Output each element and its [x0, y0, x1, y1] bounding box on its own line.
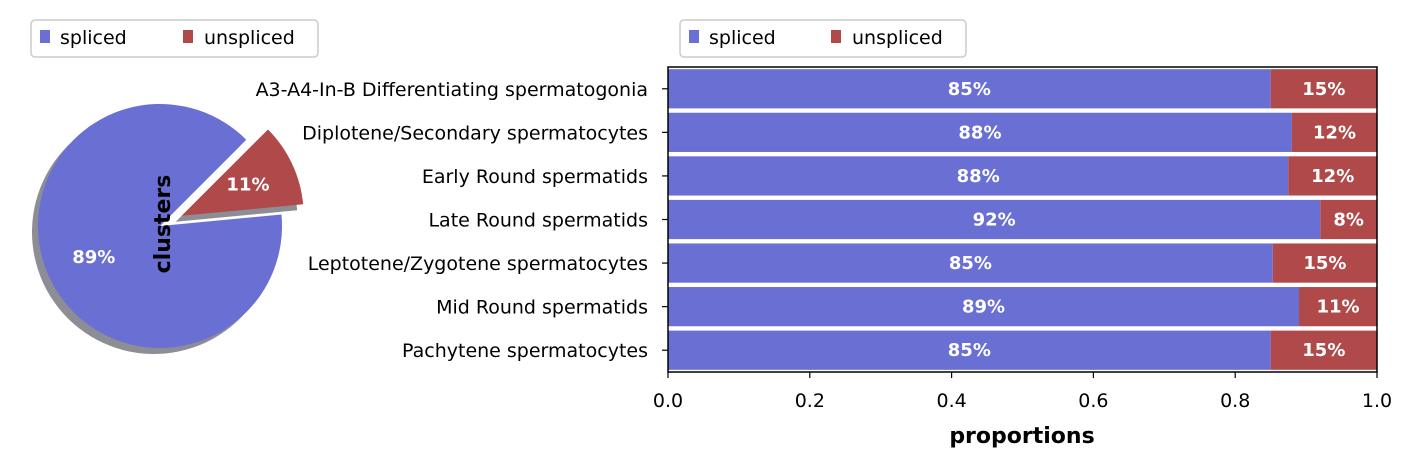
bar-label-unspliced: 15% [1303, 253, 1346, 274]
bar-label-spliced: 85% [948, 340, 991, 361]
pie-legend: spliced unspliced [30, 19, 319, 58]
y-tick-label: A3-A4-In-B Differentiating spermatogonia [256, 79, 648, 101]
bar-label-spliced: 85% [949, 253, 992, 274]
bar-spliced [668, 287, 1300, 327]
x-tick-label: 0.2 [795, 390, 825, 412]
bar-label-unspliced: 15% [1302, 340, 1345, 361]
bar-spliced [668, 69, 1271, 109]
bar-label-spliced: 85% [948, 79, 991, 100]
x-tick-label: 1.0 [1362, 390, 1392, 412]
bar-unspliced [1272, 243, 1377, 283]
bar-label-spliced: 92% [973, 210, 1016, 231]
pie-legend-label-unspliced: unspliced [204, 27, 295, 49]
bar-legend-swatch-spliced [689, 30, 699, 43]
pie-slice-spliced [37, 103, 283, 348]
pie-slice-unspliced [181, 129, 304, 216]
pie-legend-swatch-spliced [40, 30, 50, 43]
bar-label-unspliced: 11% [1316, 297, 1359, 318]
x-tick-label: 0.4 [936, 390, 966, 412]
bar-legend-frame [679, 19, 967, 58]
y-tick-label: Leptotene/Zygotene spermatocytes [308, 253, 648, 275]
bar-unspliced [1270, 330, 1377, 370]
bar-xlabel: proportions [949, 424, 1094, 449]
bar-spliced [668, 112, 1292, 152]
x-tick-label: 0.0 [653, 390, 683, 412]
bar-label-unspliced: 15% [1302, 79, 1345, 100]
bar-legend-label-unspliced: unspliced [852, 27, 943, 49]
y-tick-label: Late Round spermatids [428, 210, 648, 232]
bar-label-spliced: 89% [962, 297, 1005, 318]
pie-legend-label-spliced: spliced [60, 27, 127, 49]
bar-unspliced [1270, 69, 1377, 109]
bar-spliced [668, 330, 1271, 370]
y-tick-label: Diplotene/Secondary spermatocytes [302, 122, 648, 144]
bar-legend: spliced unspliced [679, 19, 967, 58]
y-tick-label: Pachytene spermatocytes [402, 340, 648, 362]
bar-unspliced [1291, 112, 1377, 152]
pie-label-spliced: 89% [72, 247, 115, 268]
bar-unspliced [1299, 287, 1377, 327]
bar-label-spliced: 88% [957, 166, 1000, 187]
pie-legend-frame [30, 19, 319, 58]
bar-unspliced [1288, 156, 1377, 196]
bar-label-unspliced: 12% [1311, 166, 1354, 187]
bar-y-ticks: A3-A4-In-B Differentiating spermatogonia… [256, 79, 668, 362]
bar-x-ticks: 0.0 0.2 0.4 0.6 0.8 1.0 [653, 372, 1392, 412]
bar-legend-label-spliced: spliced [709, 27, 776, 49]
bar-spliced [668, 243, 1273, 283]
pie-chart: 89% 11% clusters [31, 103, 304, 354]
bar-legend-swatch-unspliced [831, 30, 841, 43]
bar-label-spliced: 88% [958, 122, 1001, 143]
bar-spliced [668, 156, 1289, 196]
pie-label-unspliced: 11% [226, 175, 269, 196]
bar-axes-frame [667, 66, 1378, 373]
pie-ylabel: clusters [151, 175, 176, 274]
bar-spliced [668, 199, 1321, 240]
x-tick-label: 0.6 [1078, 390, 1108, 412]
x-tick-label: 0.8 [1220, 390, 1250, 412]
y-tick-label: Early Round spermatids [422, 166, 648, 188]
bar-label-unspliced: 12% [1313, 122, 1356, 143]
bar-unspliced [1320, 199, 1377, 240]
y-tick-label: Mid Round spermatids [436, 297, 648, 319]
bar-chart: 85% 15% 88% 12% 88% 12% 92% 8% 85% 15% 89% 11% 85% 15… [668, 69, 1377, 370]
pie-legend-swatch-unspliced [183, 30, 193, 43]
bar-label-unspliced: 8% [1333, 210, 1364, 231]
